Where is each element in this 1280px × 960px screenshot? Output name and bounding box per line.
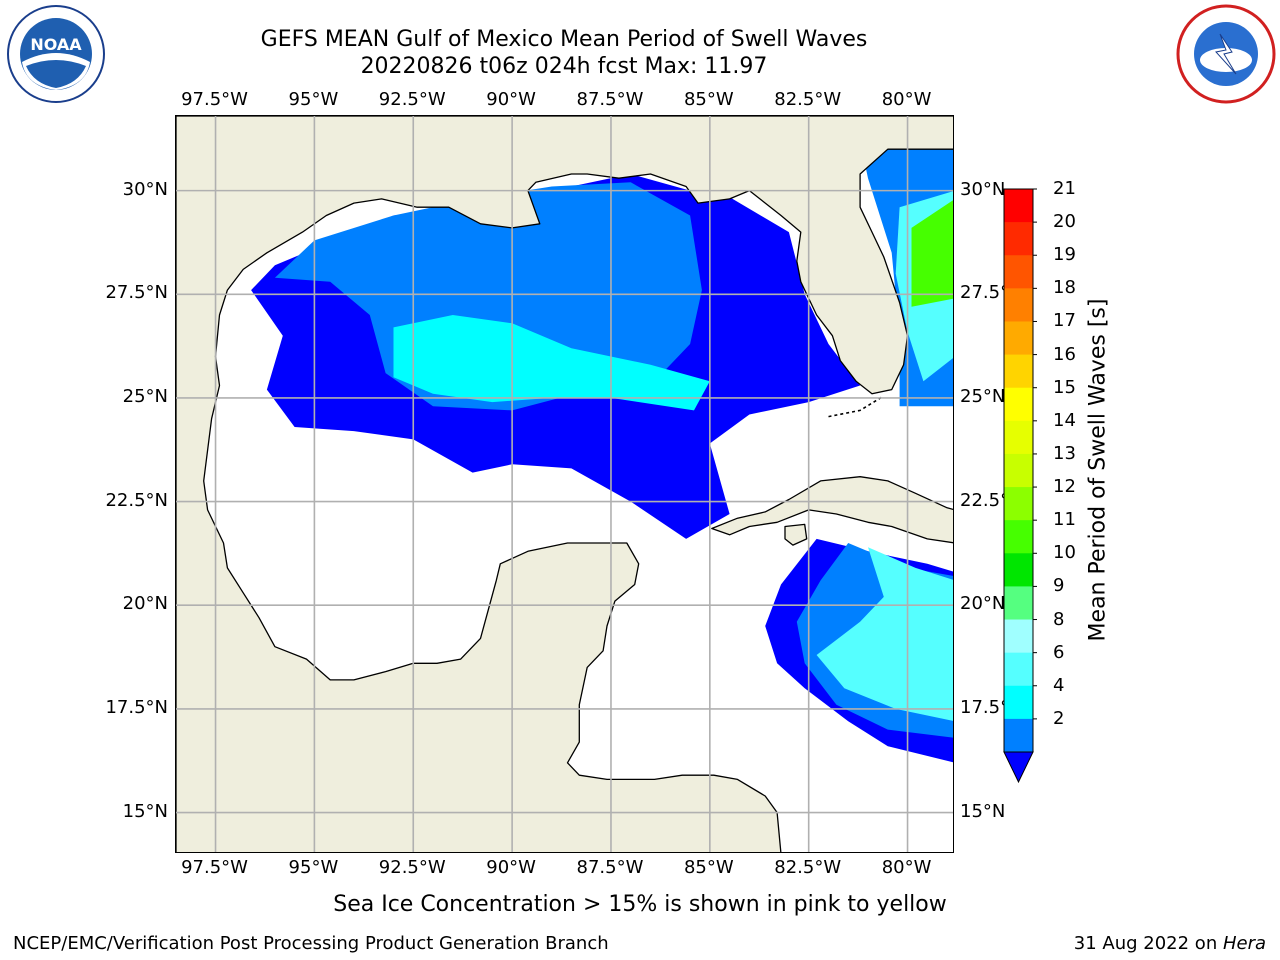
lat-tick-left-5: 17.5°N xyxy=(105,696,168,718)
colorbar-tick-10: 11 xyxy=(1053,509,1076,531)
lon-tick-bottom-4: 87.5°W xyxy=(576,857,644,878)
noaa-logo: NOAA xyxy=(6,4,106,108)
colorbar-tick-5: 16 xyxy=(1053,343,1076,365)
colorbar-tick-7: 14 xyxy=(1053,409,1076,431)
colorbar-segment-13 xyxy=(1004,619,1033,654)
lon-tick-bottom-1: 95°W xyxy=(288,857,339,878)
colorbar-segment-7 xyxy=(1004,420,1033,455)
colorbar-segment-10 xyxy=(1004,520,1033,554)
lat-tick-right-2: 25°N xyxy=(960,386,1006,407)
coastline-florida-keys xyxy=(828,395,885,418)
lon-tick-bottom-5: 85°W xyxy=(683,857,734,878)
lon-tick-top-7: 80°W xyxy=(881,89,932,110)
colorbar-segment-5 xyxy=(1004,354,1033,389)
lon-tick-top-2: 92.5°W xyxy=(378,89,446,110)
map-canvas xyxy=(176,116,953,852)
lon-tick-top-4: 87.5°W xyxy=(576,89,644,110)
lat-tick-right-1: 27.5°N xyxy=(960,283,1006,304)
colorbar-segment-0 xyxy=(1004,189,1033,223)
lon-tick-bottom-0: 97.5°W xyxy=(181,857,248,878)
nws-logo xyxy=(1176,4,1276,108)
lat-tick-left-0: 30°N xyxy=(122,178,168,200)
colorbar-segment-1 xyxy=(1004,222,1033,256)
colorbar-segment-3 xyxy=(1004,288,1033,323)
colorbar-tick-4: 17 xyxy=(1053,310,1076,332)
colorbar-frame xyxy=(1003,188,1034,753)
lon-tick-top-0: 97.5°W xyxy=(181,89,248,110)
land-isla-juventud xyxy=(784,523,808,546)
colorbar-segment-12 xyxy=(1004,586,1033,621)
colorbar-segment-14 xyxy=(1004,652,1033,687)
map-plot-area xyxy=(175,115,954,853)
lat-tick-left-4: 20°N xyxy=(122,593,168,615)
colorbar-tick-12: 9 xyxy=(1053,575,1065,597)
lat-tick-left-6: 15°N xyxy=(122,800,168,822)
swell-period-contour-8 xyxy=(911,200,953,307)
lat-tick-left-1: 27.5°N xyxy=(105,282,168,304)
date-host: Hera xyxy=(1222,933,1266,954)
lat-tick-right-6: 15°N xyxy=(960,801,1006,822)
lat-tick-right-5: 17.5°N xyxy=(960,697,1006,718)
colorbar-segment-6 xyxy=(1004,387,1033,422)
colorbar-tick-1: 20 xyxy=(1053,211,1076,233)
lon-tick-top-1: 95°W xyxy=(288,89,339,110)
sea-ice-footnote: Sea Ice Concentration > 15% is shown in … xyxy=(333,892,947,917)
lon-tick-top-3: 90°W xyxy=(486,89,536,110)
swell-period-contour-2 xyxy=(393,315,710,411)
colorbar-segment-8 xyxy=(1004,453,1033,488)
map-title: GEFS MEAN Gulf of Mexico Mean Period of … xyxy=(260,27,868,52)
lon-tick-bottom-7: 80°W xyxy=(881,857,932,878)
colorbar-tick-6: 15 xyxy=(1053,376,1076,398)
land-north-america xyxy=(176,116,953,852)
colorbar-tick-3: 18 xyxy=(1053,277,1076,299)
colorbar-tick-2: 19 xyxy=(1053,244,1076,266)
colorbar-label: Mean Period of Swell Waves [s] xyxy=(1085,298,1111,642)
colorbar-tick-11: 10 xyxy=(1053,542,1076,564)
swell-period-contour-5 xyxy=(816,547,953,721)
colorbar-segment-2 xyxy=(1004,255,1033,289)
credit-line: NCEP/EMC/Verification Post Processing Pr… xyxy=(13,933,609,954)
colorbar-tick-9: 12 xyxy=(1053,476,1076,498)
lon-tick-top-6: 82.5°W xyxy=(774,89,842,110)
lon-tick-bottom-3: 90°W xyxy=(486,857,536,878)
map-subtitle: 20220826 t06z 024h fcst Max: 11.97 xyxy=(360,54,768,79)
lon-tick-bottom-2: 92.5°W xyxy=(378,857,446,878)
colorbar-segment-11 xyxy=(1004,553,1033,588)
lon-tick-top-5: 85°W xyxy=(683,89,734,110)
colorbar-tick-16: 2 xyxy=(1053,707,1065,729)
lat-tick-left-2: 25°N xyxy=(122,385,168,407)
colorbar-segment-16 xyxy=(1004,718,1033,753)
lat-tick-right-0: 30°N xyxy=(960,179,1006,200)
lat-tick-right-3: 22.5°N xyxy=(960,490,1006,511)
land-cuba xyxy=(711,476,953,544)
lat-tick-left-3: 22.5°N xyxy=(105,489,168,511)
date-line: 31 Aug 2022 on Hera xyxy=(1074,933,1266,954)
colorbar-tick-8: 13 xyxy=(1053,442,1076,464)
colorbar xyxy=(1003,188,1037,784)
lat-tick-right-4: 20°N xyxy=(960,594,1006,615)
colorbar-tick-15: 4 xyxy=(1053,674,1065,696)
colorbar-segment-15 xyxy=(1004,685,1033,720)
colorbar-tick-13: 8 xyxy=(1053,608,1065,630)
colorbar-segment-4 xyxy=(1004,321,1033,356)
lon-tick-bottom-6: 82.5°W xyxy=(774,857,842,878)
colorbar-tick-14: 6 xyxy=(1053,641,1065,663)
colorbar-segment-9 xyxy=(1004,487,1033,521)
date-text: 31 Aug 2022 on xyxy=(1073,933,1223,954)
colorbar-underflow xyxy=(1003,751,1034,784)
colorbar-tick-0: 21 xyxy=(1053,178,1076,199)
svg-text:NOAA: NOAA xyxy=(30,35,82,54)
